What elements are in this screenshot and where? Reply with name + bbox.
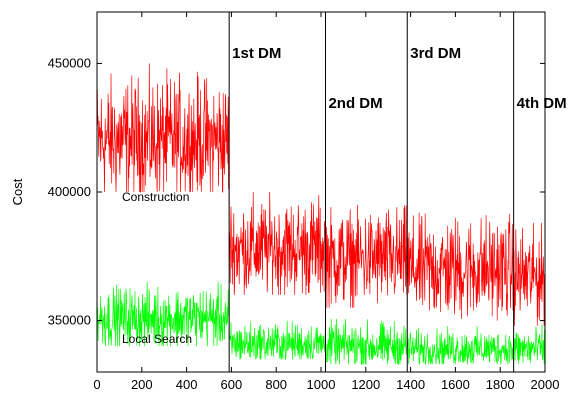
y-axis-title: Cost — [10, 178, 25, 205]
x-tick-label: 1600 — [441, 377, 470, 392]
x-tick-label: 600 — [221, 377, 243, 392]
x-tick-label: 1200 — [351, 377, 380, 392]
x-tick-label: 400 — [176, 377, 198, 392]
marker-layer: 1st DM 2nd DM 3rd DM 4th DM — [228, 12, 567, 372]
x-tick-label: 0 — [93, 377, 100, 392]
x-tick-label: 800 — [265, 377, 287, 392]
dm-marker-label: 1st DM — [232, 45, 281, 62]
series-label-construction: Construction — [122, 190, 189, 204]
tick-layer: 0 200 400 600 800 1000 1200 1400 1600 1800 2000 350… — [48, 12, 560, 392]
y-tick-label: 400000 — [48, 184, 91, 199]
x-tick-label: 1400 — [396, 377, 425, 392]
dm-marker-label: 2nd DM — [328, 95, 382, 112]
x-tick-label: 1000 — [307, 377, 336, 392]
dm-marker-label: 3rd DM — [410, 45, 461, 62]
x-tick-label: 1800 — [486, 377, 515, 392]
series-line-construction — [96, 63, 546, 326]
series-layer — [96, 63, 546, 366]
dm-marker-label: 4th DM — [517, 95, 567, 112]
x-tick-label: 200 — [131, 377, 153, 392]
y-tick-label: 450000 — [48, 55, 91, 70]
y-tick-label: 350000 — [48, 313, 91, 328]
series-label-local-search: Local Search — [122, 332, 192, 346]
x-tick-label: 2000 — [531, 377, 560, 392]
series-line-local-search — [96, 281, 546, 366]
